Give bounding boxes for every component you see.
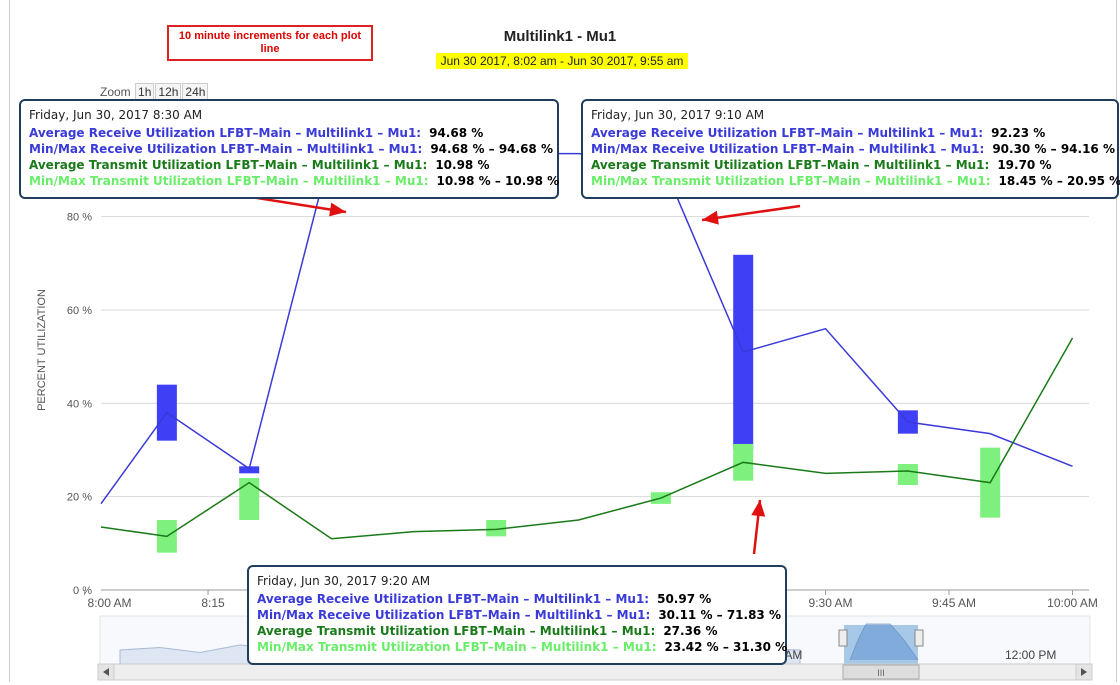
tooltip-910: Friday, Jun 30, 2017 9:10 AM Average Rece… bbox=[581, 99, 1120, 199]
tooltip-date: Friday, Jun 30, 2017 9:10 AM bbox=[591, 108, 765, 122]
scrollbar-track bbox=[97, 663, 1093, 681]
tooltip-920: Friday, Jun 30, 2017 9:20 AM Average Rece… bbox=[247, 565, 787, 665]
y-tick-label-2: 40 % bbox=[67, 398, 92, 410]
navigator-selection-series bbox=[849, 623, 919, 661]
tooltip-row: Average Receive Utilization LFBT–Main – … bbox=[29, 125, 549, 141]
tooltip-series-label: Min/Max Transmit Utilization LFBT–Main –… bbox=[257, 640, 657, 654]
annotation-note: 10 minute increments for each plot line bbox=[167, 25, 373, 61]
y-tick-label-3: 60 % bbox=[67, 305, 92, 317]
x-tick-label-1: 8:15 bbox=[201, 596, 225, 610]
tooltip-series-value: 92.23 % bbox=[991, 126, 1046, 140]
tooltip-row: Average Transmit Utilization LFBT–Main –… bbox=[29, 157, 549, 173]
tooltip-series-label: Average Receive Utilization LFBT–Main – … bbox=[257, 592, 650, 606]
tooltip-series-label: Min/Max Transmit Utilization LFBT–Main –… bbox=[29, 174, 429, 188]
tooltip-row: Average Transmit Utilization LFBT–Main –… bbox=[257, 623, 777, 639]
x-tick-label-3: 9:45 AM bbox=[932, 596, 976, 610]
y-axis-label: PERCENT UTILIZATION bbox=[36, 289, 48, 411]
chart-subtitle: Jun 30 2017, 8:02 am - Jun 30 2017, 9:55… bbox=[436, 53, 688, 69]
y-tick-label-4: 80 % bbox=[67, 212, 92, 224]
tooltip-series-label: Average Transmit Utilization LFBT–Main –… bbox=[257, 624, 656, 638]
tooltip-date: Friday, Jun 30, 2017 9:20 AM bbox=[257, 574, 431, 588]
tooltip-row: Min/Max Transmit Utilization LFBT–Main –… bbox=[29, 173, 559, 189]
tooltip-series-value: 50.97 % bbox=[657, 592, 712, 606]
tooltip-830: Friday, Jun 30, 2017 8:30 AM Average Rece… bbox=[19, 99, 559, 199]
zoom-1h-button[interactable]: 1h bbox=[135, 83, 155, 101]
tooltip-series-label: Min/Max Receive Utilization LFBT–Main – … bbox=[29, 142, 423, 156]
tooltip-series-value: 94.68 % bbox=[429, 126, 484, 140]
chart-title: Multilink1 - Mu1 bbox=[503, 28, 617, 45]
tooltip-series-value: 10.98 % – 10.98 % bbox=[436, 174, 560, 188]
x-tick-label-2: 9:30 AM bbox=[809, 596, 853, 610]
y-tick-label-0: 0 % bbox=[73, 585, 92, 597]
tooltip-series-value: 27.36 % bbox=[663, 624, 718, 638]
tooltip-row: Average Receive Utilization LFBT–Main – … bbox=[591, 125, 1109, 141]
scrollbar-thumb bbox=[842, 664, 920, 680]
tooltip-series-label: Min/Max Receive Utilization LFBT–Main – … bbox=[257, 608, 651, 622]
zoom-label: Zoom bbox=[100, 85, 131, 99]
chart-frame bbox=[9, 0, 1117, 682]
tooltip-row: Average Receive Utilization LFBT–Main – … bbox=[257, 591, 777, 607]
tooltip-row: Min/Max Transmit Utilization LFBT–Main –… bbox=[257, 639, 787, 655]
tooltip-row: Min/Max Receive Utilization LFBT–Main – … bbox=[591, 141, 1115, 157]
arrow-head-icon-1 bbox=[702, 210, 719, 225]
arrow-head-icon-2 bbox=[751, 500, 766, 517]
tooltip-series-label: Average Transmit Utilization LFBT–Main –… bbox=[29, 158, 428, 172]
range-bar-3-2 bbox=[486, 520, 507, 537]
navigator-left-handle bbox=[838, 629, 848, 647]
tooltip-series-value: 90.30 % – 94.16 % bbox=[992, 142, 1115, 156]
tooltip-series-value: 19.70 % bbox=[997, 158, 1052, 172]
range-bar-3-1 bbox=[239, 478, 260, 520]
range-bar-1-1 bbox=[239, 466, 260, 474]
tooltip-row: Min/Max Receive Utilization LFBT–Main – … bbox=[29, 141, 553, 157]
tooltip-series-label: Min/Max Transmit Utilization LFBT–Main –… bbox=[591, 174, 991, 188]
scroll-left-arrow-icon bbox=[103, 668, 109, 676]
tooltip-series-value: 18.45 % – 20.95 % bbox=[998, 174, 1120, 188]
tooltip-series-value: 30.11 % – 71.83 % bbox=[658, 608, 781, 622]
range-bar-3-5 bbox=[897, 464, 918, 485]
tooltip-series-value: 10.98 % bbox=[435, 158, 490, 172]
zoom-control: Zoom 1h 12h 24h bbox=[100, 83, 209, 101]
x-tick-label-0: 8:00 AM bbox=[88, 596, 132, 610]
tooltip-row: Min/Max Transmit Utilization LFBT–Main –… bbox=[591, 173, 1120, 189]
tooltip-series-label: Average Transmit Utilization LFBT–Main –… bbox=[591, 158, 990, 172]
arrow-head-icon-0 bbox=[329, 202, 346, 217]
x-tick-label-4: 10:00 AM bbox=[1047, 596, 1098, 610]
scrollbar-grip: III bbox=[877, 668, 885, 678]
tooltip-series-value: 94.68 % – 94.68 % bbox=[430, 142, 553, 156]
tooltip-series-label: Min/Max Receive Utilization LFBT–Main – … bbox=[591, 142, 985, 156]
zoom-24h-button[interactable]: 24h bbox=[182, 83, 209, 101]
scroll-right-arrow-icon bbox=[1081, 668, 1087, 676]
series-line-2 bbox=[100, 337, 1074, 540]
tooltip-date: Friday, Jun 30, 2017 8:30 AM bbox=[29, 108, 203, 122]
navigator-right-handle bbox=[914, 629, 924, 647]
arrow-line-1 bbox=[701, 204, 801, 222]
tooltip-series-value: 23.42 % – 31.30 % bbox=[664, 640, 788, 654]
tooltip-series-label: Average Receive Utilization LFBT–Main – … bbox=[29, 126, 422, 140]
navigator-label-1: 12:00 PM bbox=[1005, 648, 1056, 662]
tooltip-row: Average Transmit Utilization LFBT–Main –… bbox=[591, 157, 1109, 173]
series-line-0 bbox=[100, 147, 1073, 505]
y-tick-label-1: 20 % bbox=[67, 492, 92, 504]
tooltip-row: Min/Max Receive Utilization LFBT–Main – … bbox=[257, 607, 781, 623]
tooltip-series-label: Average Receive Utilization LFBT–Main – … bbox=[591, 126, 984, 140]
